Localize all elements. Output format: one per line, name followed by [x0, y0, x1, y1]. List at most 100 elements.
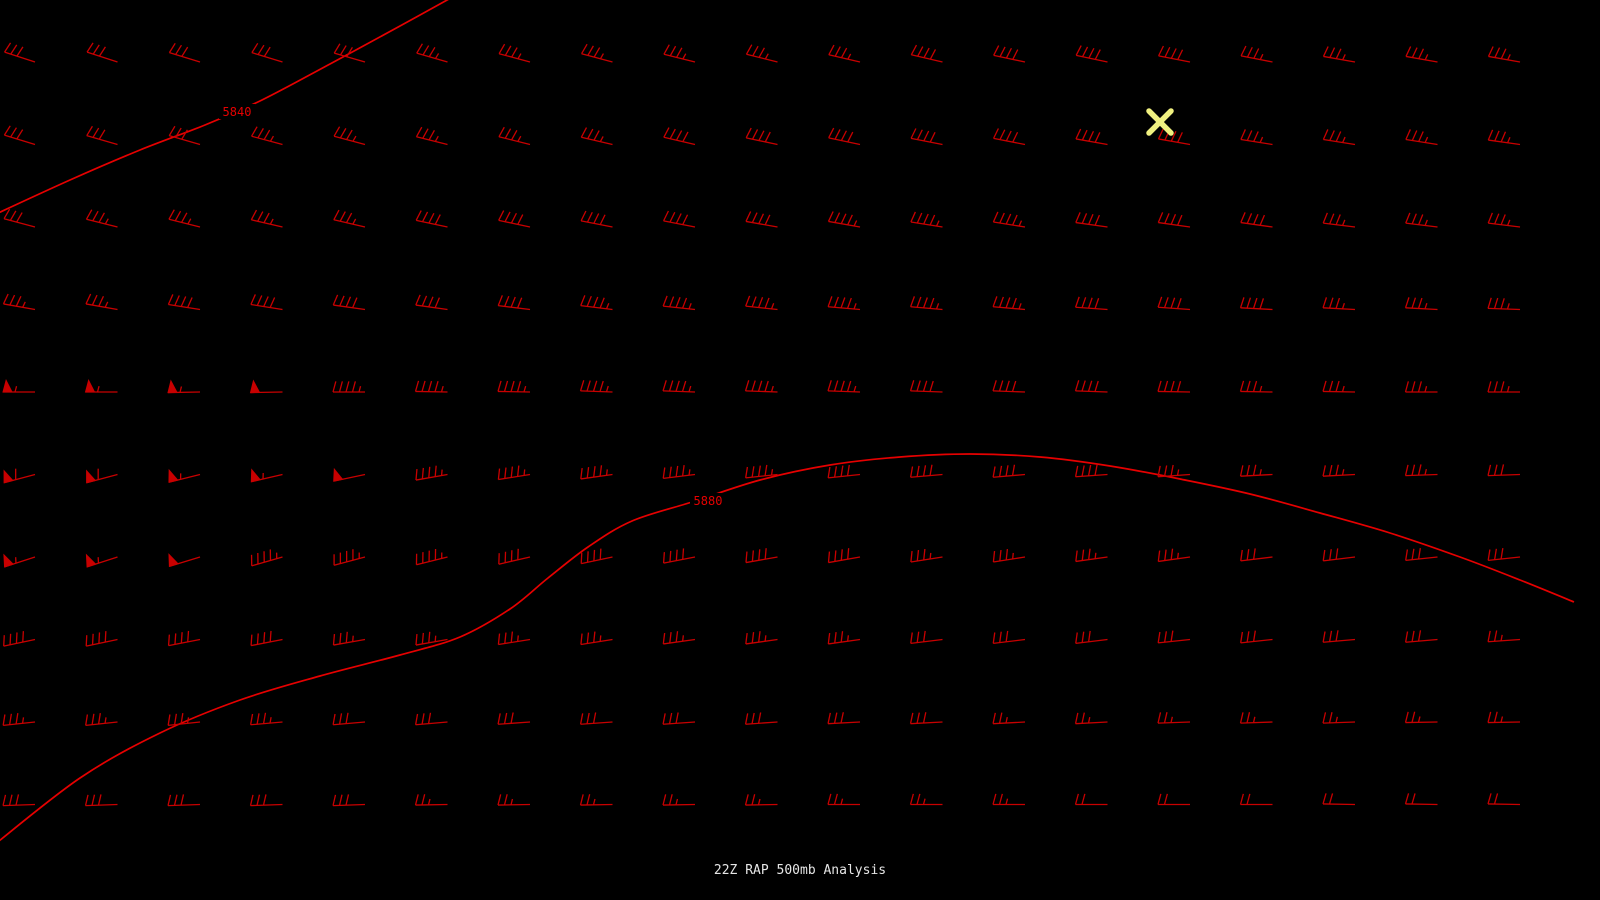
- wind-barb: [745, 548, 778, 564]
- wind-barb: [1239, 380, 1273, 393]
- wind-barb: [827, 464, 861, 479]
- wind-barb: [1322, 297, 1356, 311]
- wind-barb: [1074, 296, 1108, 311]
- wind-barb: [497, 380, 531, 393]
- wind-barb: [745, 44, 778, 63]
- wind-barb: [992, 712, 1026, 725]
- wind-barb: [1487, 464, 1521, 477]
- wind-barb: [1487, 381, 1520, 393]
- wind-barb: [579, 794, 613, 806]
- wind-barb: [1487, 548, 1521, 561]
- wind-barb: [86, 42, 118, 63]
- wind-barb: [332, 381, 365, 393]
- wind-barb: [167, 294, 201, 311]
- wind-barb: [1322, 464, 1356, 477]
- wind-barb: [1322, 793, 1356, 806]
- wind-barb: [250, 468, 283, 483]
- wind-barb: [580, 127, 613, 146]
- wind-barb: [992, 211, 1026, 228]
- wind-barb: [1240, 212, 1273, 228]
- wind-barb: [332, 712, 366, 726]
- wind-barb: [1157, 793, 1190, 806]
- wind-barb: [1487, 212, 1521, 228]
- wind-barb: [414, 794, 448, 806]
- wind-barb: [662, 712, 696, 725]
- wind-barb: [332, 294, 366, 311]
- wind-barb: [415, 465, 448, 481]
- wind-barb: [827, 631, 861, 645]
- wind-barb: [1075, 212, 1108, 228]
- wind-barb: [1157, 128, 1191, 146]
- wind-barb: [1405, 212, 1438, 228]
- wind-barb: [1239, 712, 1273, 724]
- wind-barb: [3, 208, 36, 228]
- wind-barb: [1487, 711, 1521, 724]
- wind-barb: [910, 44, 943, 63]
- wind-barb: [910, 128, 943, 146]
- wind-barb: [1157, 548, 1191, 563]
- wind-barb: [1074, 793, 1108, 806]
- wind-barb: [333, 126, 366, 146]
- wind-barb: [662, 380, 696, 393]
- wind-barb: [662, 548, 696, 564]
- wind-barb: [2, 794, 36, 807]
- wind-barb: [1322, 212, 1356, 228]
- wind-barb: [909, 380, 943, 393]
- wind-barb: [416, 43, 448, 63]
- wind-barb: [250, 549, 283, 567]
- wind-barb: [1240, 129, 1273, 146]
- wind-barb: [909, 464, 943, 478]
- wind-barb: [828, 127, 861, 146]
- wind-barb: [1157, 380, 1191, 393]
- wind-barb: [167, 379, 201, 394]
- wind-barb: [415, 549, 448, 566]
- wind-barb: [580, 295, 613, 311]
- wind-barb: [1487, 630, 1521, 643]
- wind-barb: [579, 380, 613, 393]
- wind-barb: [581, 43, 613, 63]
- wind-barb: [827, 793, 860, 806]
- wind-barb: [580, 548, 613, 565]
- wind-barb: [1405, 46, 1438, 63]
- wind-barb: [1404, 381, 1438, 393]
- wind-barb: [745, 631, 778, 645]
- wind-barb: [827, 211, 861, 228]
- wind-barb: [1404, 297, 1438, 311]
- wind-barb: [828, 44, 861, 63]
- wind-barb: [1404, 630, 1438, 643]
- wind-barb: [992, 630, 1026, 645]
- wind-barb: [1487, 129, 1521, 146]
- wind-barb: [168, 125, 201, 146]
- wind-barb: [993, 128, 1026, 146]
- wind-barb: [744, 380, 778, 393]
- wind-barb: [167, 713, 201, 726]
- wind-barb: [1322, 380, 1356, 393]
- wind-barb: [3, 553, 36, 568]
- wind-barb: [2, 713, 36, 726]
- wind-barb: [744, 794, 778, 806]
- wind-barb: [1074, 380, 1108, 393]
- wind-barb: [745, 464, 778, 479]
- wind-barb: [663, 210, 696, 228]
- wind-barb: [332, 631, 366, 646]
- wind-barb: [168, 209, 201, 228]
- contour-label-5880: 5880: [694, 494, 723, 508]
- wind-barb: [1404, 793, 1438, 806]
- wind-barb: [168, 553, 201, 568]
- wind-barb: [1074, 464, 1108, 478]
- wind-barb: [910, 548, 943, 563]
- wind-barb: [827, 548, 861, 564]
- wind-barb: [1405, 129, 1438, 146]
- wind-barb: [85, 631, 118, 647]
- contour-label-mask: [219, 104, 255, 119]
- wind-barb: [580, 631, 613, 646]
- wind-barb: [910, 630, 943, 645]
- wind-barb: [993, 45, 1026, 63]
- wind-barb: [333, 43, 366, 63]
- wind-barb: [745, 127, 778, 146]
- contour-label-mask: [690, 493, 726, 508]
- wind-barb: [910, 211, 943, 228]
- wind-barb: [497, 465, 531, 481]
